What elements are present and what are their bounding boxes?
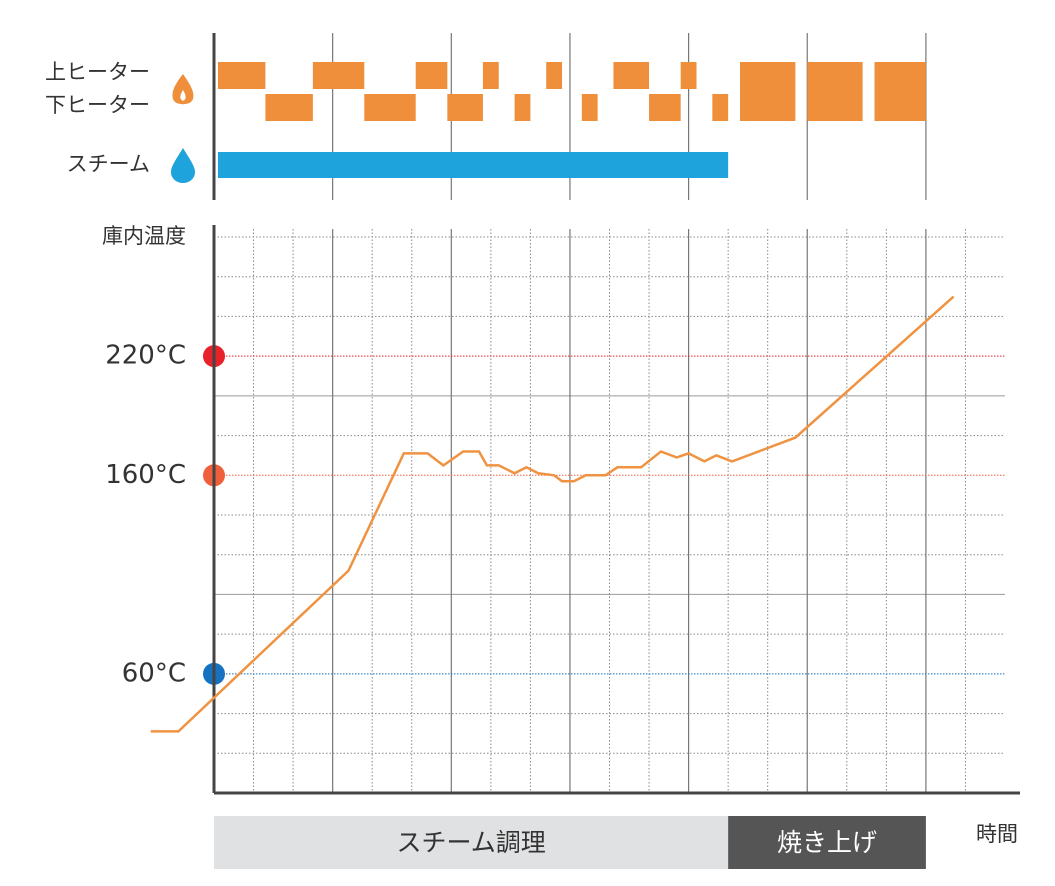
heater-bar <box>217 62 266 89</box>
flame-icon <box>172 74 194 105</box>
y-tick-label: 160°C <box>105 460 186 490</box>
y-tick-label: 60°C <box>122 658 186 688</box>
heater-bar <box>482 62 499 89</box>
heater-bar <box>712 94 729 121</box>
x-axis-title: 時間 <box>976 822 1018 846</box>
phase-band <box>728 816 926 869</box>
heater-bar <box>312 62 365 89</box>
phase-band <box>214 816 729 869</box>
heater-bar <box>740 62 796 121</box>
heater-label: 上ヒーター <box>45 60 150 84</box>
heater-bar <box>364 94 416 121</box>
heater-bar <box>613 62 650 89</box>
heater-bar <box>807 62 863 121</box>
heater-bar <box>217 152 729 178</box>
heater-bar <box>514 94 531 121</box>
heater-bar <box>546 62 563 89</box>
heater-bar <box>649 94 681 121</box>
heater-bar <box>680 62 697 89</box>
heater-label: 下ヒーター <box>45 93 150 117</box>
drop-icon <box>171 148 195 183</box>
y-tick-label: 220°C <box>105 341 186 371</box>
heater-bar <box>265 94 313 121</box>
heater-bar <box>447 94 483 121</box>
heater-label: スチーム <box>67 152 150 176</box>
temperature-line <box>150 295 955 733</box>
phase-label: 焼き上げ <box>777 828 877 857</box>
heater-bar <box>874 62 926 121</box>
y-axis-title: 庫内温度 <box>102 224 186 248</box>
heater-bar <box>415 62 448 89</box>
heater-bar <box>581 94 598 121</box>
phase-label: スチーム調理 <box>396 828 545 857</box>
